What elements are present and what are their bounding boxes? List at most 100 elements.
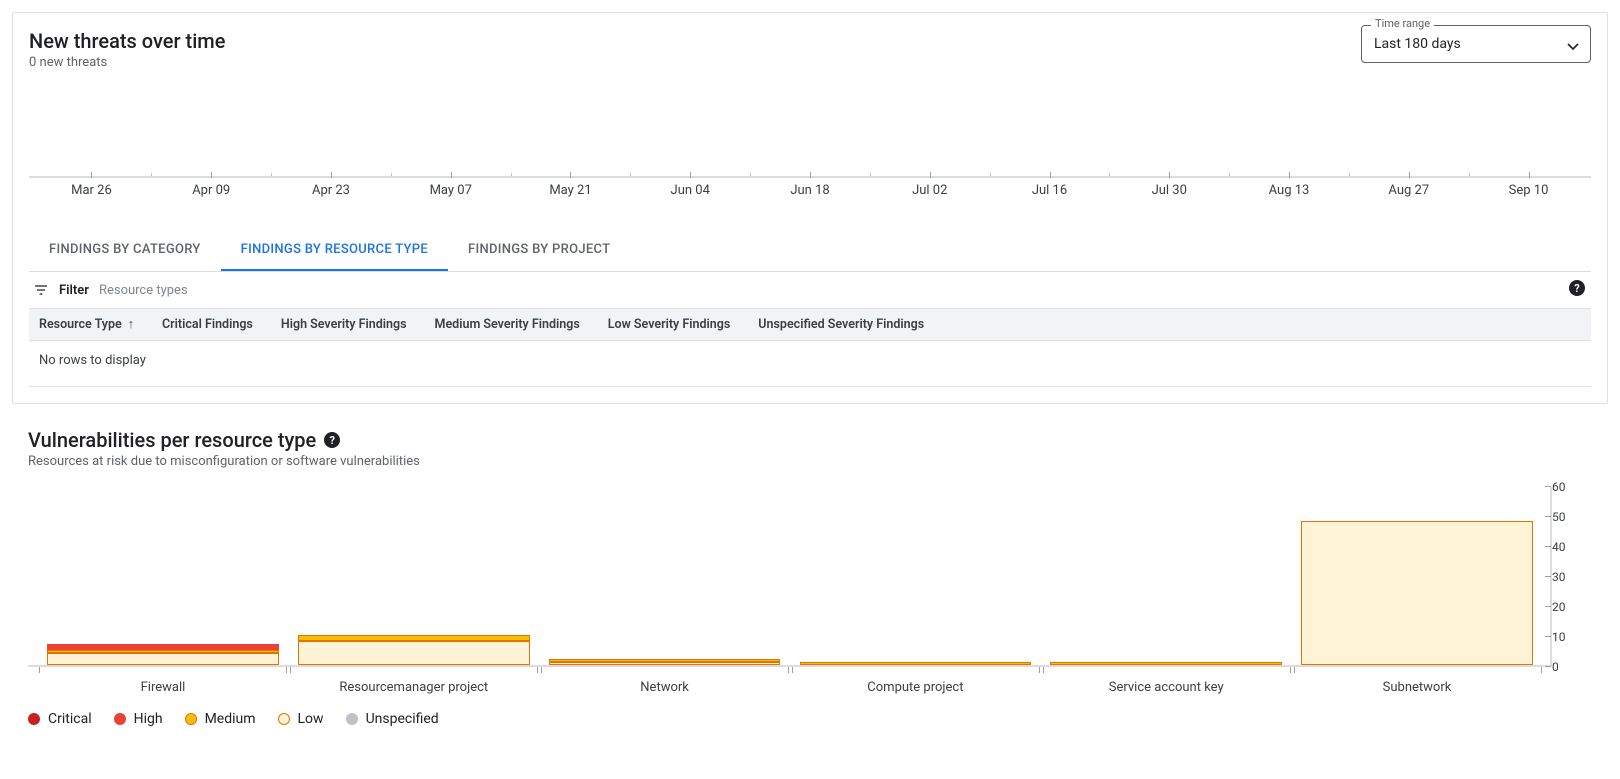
vuln-subtitle: Resources at risk due to misconfiguratio… [28, 454, 1592, 469]
timeline-minor-tick [1349, 173, 1350, 176]
timeline-tick [1409, 172, 1410, 178]
bar-x-tick [1541, 667, 1542, 673]
bar-x-label: Subnetwork [1383, 680, 1452, 695]
timeline-minor-tick [750, 173, 751, 176]
timeline-tick [690, 172, 691, 178]
tab-findings-by-category[interactable]: FINDINGS BY CATEGORY [29, 230, 221, 271]
timeline-ticks: Mar 26Apr 09Apr 23May 07May 21Jun 04Jun … [29, 154, 1591, 198]
bar-x-tick [290, 667, 291, 673]
tab-findings-by-project[interactable]: FINDINGS BY PROJECT [448, 230, 630, 271]
filter-icon [33, 282, 49, 298]
bar-segment-low[interactable] [1301, 521, 1533, 665]
bar-group: Resourcemanager project [298, 635, 530, 665]
timeline-minor-tick [870, 173, 871, 176]
time-range-select[interactable]: Last 180 days [1361, 25, 1591, 63]
filter-placeholder: Resource types [99, 283, 188, 298]
y-tick-label: 40 [1552, 540, 1566, 554]
legend-item-unspecified[interactable]: Unspecified [346, 711, 439, 727]
bar-x-tick [1043, 667, 1044, 673]
vuln-title: Vulnerabilities per resource type ? [28, 428, 1592, 452]
bar-x-tick [39, 667, 40, 673]
timeline-minor-tick [391, 173, 392, 176]
timeline-tick [331, 172, 332, 178]
time-range-value: Last 180 days [1374, 36, 1461, 52]
timeline-tick [451, 172, 452, 178]
timeline-tick [810, 172, 811, 178]
y-tick-mark [1545, 666, 1551, 667]
bar-x-label: Compute project [867, 680, 963, 695]
table-column-header[interactable]: Low Severity Findings [608, 317, 731, 332]
timeline-tick [1529, 172, 1530, 178]
vulnerabilities-panel: Vulnerabilities per resource type ? Reso… [12, 428, 1608, 743]
timeline-tick-label: Jun 18 [790, 183, 829, 198]
timeline-tick-label: Aug 27 [1388, 183, 1429, 198]
threats-title: New threats over time [29, 29, 225, 53]
legend-swatch [28, 713, 40, 725]
bar-x-tick [541, 667, 542, 673]
bar-x-label: Service account key [1109, 680, 1224, 695]
y-tick-label: 60 [1552, 480, 1566, 494]
legend-item-low[interactable]: Low [278, 711, 324, 727]
timeline-tick [91, 172, 92, 178]
timeline-tick-label: May 07 [430, 183, 472, 198]
timeline-tick [211, 172, 212, 178]
timeline-tick [570, 172, 571, 178]
timeline-tick-label: Mar 26 [71, 183, 112, 198]
threats-header-text: New threats over time 0 new threats [29, 21, 225, 82]
threats-subtitle: 0 new threats [29, 55, 225, 70]
y-tick-label: 20 [1552, 600, 1566, 614]
timeline-tick-label: Apr 09 [192, 183, 230, 198]
bar-segment-low[interactable] [47, 653, 279, 665]
bar-x-label: Firewall [141, 680, 186, 695]
tab-findings-by-resource-type[interactable]: FINDINGS BY RESOURCE TYPE [221, 230, 448, 271]
filter-label: Filter [59, 283, 89, 298]
findings-table-empty: No rows to display [29, 341, 1591, 387]
threats-header-row: New threats over time 0 new threats Time… [29, 21, 1591, 82]
bar-group: Service account key [1050, 662, 1282, 665]
help-icon[interactable]: ? [1569, 280, 1585, 296]
bar-segment-low[interactable] [298, 641, 530, 665]
bar-x-tick [1294, 667, 1295, 673]
bar-group: Compute project [800, 662, 1032, 665]
y-tick-mark [1545, 606, 1551, 607]
y-tick-label: 50 [1552, 510, 1566, 524]
legend-item-medium[interactable]: Medium [185, 711, 256, 727]
vuln-bar-chart: FirewallResourcemanager projectNetworkCo… [28, 487, 1592, 667]
bar-x-label: Network [640, 680, 689, 695]
legend-swatch [278, 713, 290, 725]
bar-x-tick [792, 667, 793, 673]
help-icon[interactable]: ? [324, 432, 340, 448]
legend-label: High [134, 711, 163, 727]
filter-bar[interactable]: Filter Resource types ? [29, 272, 1591, 308]
table-column-header[interactable]: Medium Severity Findings [435, 317, 580, 332]
time-range-field[interactable]: Time range Last 180 days [1361, 25, 1591, 63]
findings-tabs: FINDINGS BY CATEGORYFINDINGS BY RESOURCE… [29, 230, 1591, 272]
timeline-minor-tick [990, 173, 991, 176]
timeline-tick-label: Aug 13 [1269, 183, 1310, 198]
bar-segment-medium[interactable] [800, 662, 1032, 665]
bar-segment-low[interactable] [549, 662, 781, 665]
y-tick-mark [1545, 516, 1551, 517]
timeline-tick [1050, 172, 1051, 178]
legend-item-high[interactable]: High [114, 711, 163, 727]
table-column-header[interactable]: Resource Type↑ [39, 317, 134, 332]
legend-swatch [185, 713, 197, 725]
bar-plot-area: FirewallResourcemanager projectNetworkCo… [28, 487, 1552, 667]
legend-item-critical[interactable]: Critical [28, 711, 92, 727]
timeline-tick-label: Jun 04 [671, 183, 710, 198]
table-column-header[interactable]: Critical Findings [162, 317, 253, 332]
findings-table-header: Resource Type↑ Critical Findings High Seve… [29, 308, 1591, 341]
y-tick-mark [1545, 486, 1551, 487]
timeline-tick-label: Jul 16 [1032, 183, 1067, 198]
bar-x-tick [1039, 667, 1040, 673]
table-column-header[interactable]: High Severity Findings [281, 317, 407, 332]
table-column-header[interactable]: Unspecified Severity Findings [758, 317, 924, 332]
timeline-tick [1289, 172, 1290, 178]
y-tick-mark [1545, 546, 1551, 547]
bar-segment-medium[interactable] [1050, 662, 1282, 665]
y-tick-mark [1545, 576, 1551, 577]
bar-x-tick [286, 667, 287, 673]
bar-x-label: Resourcemanager project [339, 680, 488, 695]
timeline-tick-label: Jul 30 [1152, 183, 1187, 198]
timeline-minor-tick [1229, 173, 1230, 176]
